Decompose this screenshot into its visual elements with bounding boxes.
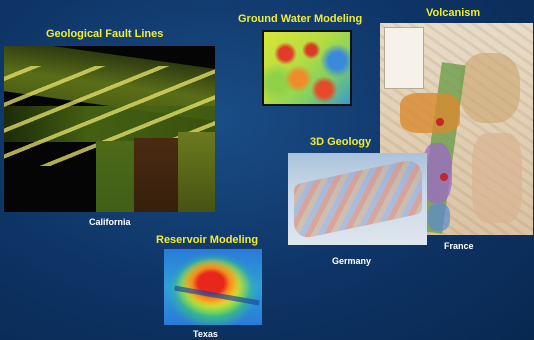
texas-caption: Texas (193, 329, 218, 339)
france-caption: France (444, 241, 474, 251)
3d-geology-title: 3D Geology (310, 136, 372, 148)
reservoir-title: Reservoir Modeling (156, 234, 259, 246)
ground-water-image (262, 30, 352, 106)
germany-caption: Germany (332, 256, 372, 266)
reservoir-image (164, 249, 262, 325)
fault-lines-image (4, 46, 215, 212)
california-caption: California (89, 217, 131, 227)
fault-lines-title: Geological Fault Lines (46, 28, 164, 40)
ground-water-title: Ground Water Modeling (238, 13, 363, 25)
3d-geology-image (288, 153, 427, 245)
volcanism-title: Volcanism (426, 7, 481, 19)
volcanism-map-image (380, 23, 533, 235)
